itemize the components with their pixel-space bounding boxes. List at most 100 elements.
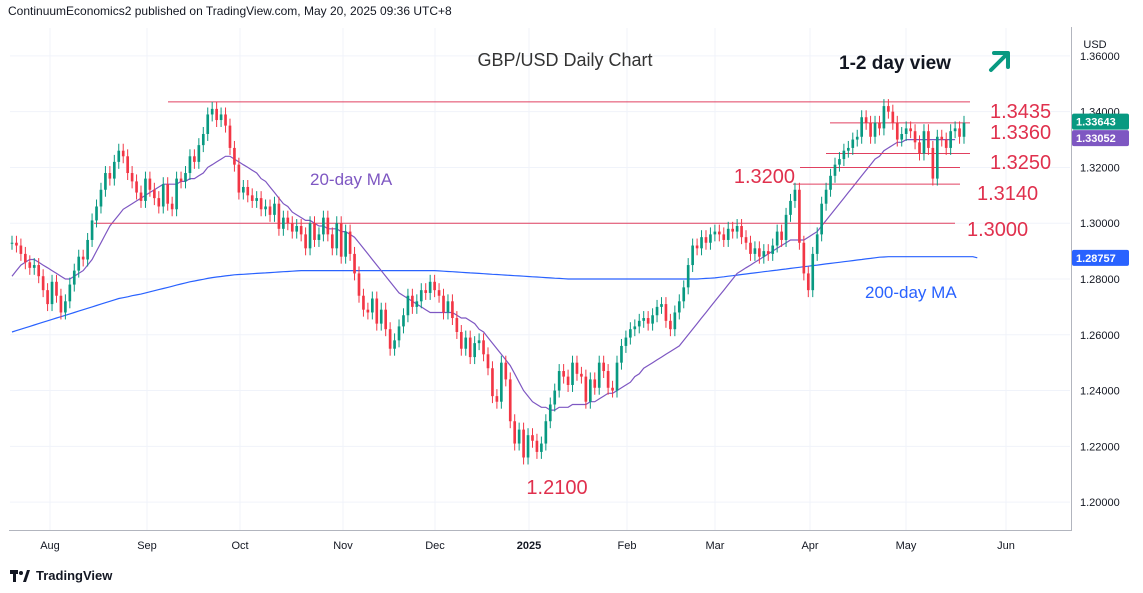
- candle-body: [437, 290, 441, 296]
- candle-body: [940, 136, 944, 140]
- y-tick-label: 1.20000: [1080, 497, 1120, 509]
- candle-body: [571, 362, 574, 385]
- candle-body: [606, 371, 610, 388]
- candle-body: [633, 326, 637, 330]
- candle-body: [219, 114, 223, 121]
- candle-body: [557, 371, 561, 391]
- candle-body: [255, 198, 259, 201]
- candle-body: [326, 217, 330, 235]
- price-badge: 1.33052: [1072, 130, 1129, 147]
- candle-body: [620, 345, 623, 363]
- candle-body: [451, 301, 454, 319]
- candle-body: [806, 273, 810, 291]
- price-badge: 1.33643: [1072, 113, 1129, 130]
- candle-body: [709, 234, 712, 243]
- candle-body: [789, 200, 792, 215]
- candle-body: [962, 122, 966, 137]
- candle-body: [161, 184, 165, 207]
- tradingview-brand[interactable]: TradingView: [36, 568, 113, 583]
- candle-body: [864, 117, 868, 123]
- currency-label: USD: [1083, 39, 1106, 51]
- candle-body: [206, 114, 210, 134]
- candle-body: [887, 106, 890, 112]
- candle-body: [677, 301, 681, 313]
- candle-body: [322, 217, 325, 235]
- candle-body: [580, 373, 583, 377]
- candle-body: [673, 312, 677, 330]
- candle-body: [64, 301, 67, 313]
- candle-body: [842, 150, 846, 160]
- level-label: 1.3360: [990, 122, 1051, 144]
- candle-body: [486, 354, 490, 369]
- candle-body: [68, 284, 72, 302]
- x-tick-label: 2025: [517, 540, 541, 552]
- candle-body: [184, 173, 187, 182]
- candle-body: [166, 184, 170, 204]
- candle-body: [228, 125, 232, 148]
- candle-body: [740, 226, 743, 238]
- candle-body: [851, 139, 855, 148]
- candle-body: [130, 173, 134, 182]
- candle-body: [379, 309, 383, 324]
- candle-body: [290, 223, 294, 232]
- candle-body: [344, 231, 347, 257]
- candle-body: [28, 262, 32, 268]
- ma20-label: 20-day MA: [310, 170, 393, 189]
- candle-body: [824, 189, 828, 204]
- candle-body: [847, 147, 850, 151]
- candle-body: [19, 245, 23, 254]
- candle-body: [575, 362, 579, 374]
- candle-body: [286, 217, 290, 224]
- candle-body: [41, 276, 45, 291]
- x-tick-label: Sep: [137, 540, 157, 552]
- candle-body: [624, 337, 628, 346]
- y-tick-label: 1.30000: [1080, 218, 1120, 230]
- up-right-arrow-icon: [989, 51, 1010, 72]
- candle-body: [250, 195, 254, 201]
- candle-body: [918, 142, 921, 154]
- candle-body: [259, 198, 263, 210]
- candle-body: [371, 298, 374, 313]
- candle-body: [32, 265, 36, 268]
- price-badge-label: 1.33052: [1076, 133, 1116, 145]
- candle-body: [210, 108, 214, 115]
- candle-body: [771, 245, 775, 254]
- candle-body: [540, 443, 543, 452]
- candle-body: [660, 304, 663, 307]
- candle-body: [802, 242, 806, 274]
- candle-body: [464, 337, 468, 349]
- candle-body: [611, 387, 614, 391]
- tradingview-logo-icon: [10, 569, 30, 582]
- candle-body: [99, 189, 103, 207]
- candle-body: [602, 362, 605, 372]
- candle-body: [482, 340, 485, 355]
- candle-body: [860, 117, 864, 137]
- price-badge-bg: [1072, 113, 1129, 130]
- candle-body: [366, 309, 370, 313]
- candle-body: [433, 281, 436, 291]
- price-badge-label: 1.33643: [1076, 117, 1116, 129]
- candle-body: [153, 189, 156, 199]
- x-tick-label: Nov: [333, 540, 353, 552]
- candle-body: [121, 150, 125, 157]
- candle-body: [526, 435, 530, 458]
- candle-body: [37, 265, 41, 277]
- candle-body: [695, 245, 699, 249]
- candle-body: [388, 329, 392, 349]
- ma200-line: [11, 256, 978, 333]
- candle-body: [597, 362, 601, 388]
- y-tick-label: 1.24000: [1080, 386, 1120, 398]
- candle-body: [81, 256, 85, 260]
- candle-body: [135, 181, 138, 193]
- candle-body: [299, 226, 303, 235]
- candle-body: [104, 173, 107, 190]
- candle-body: [944, 139, 948, 148]
- x-tick-label: Dec: [425, 540, 445, 552]
- candle-body: [508, 379, 512, 422]
- candle-body: [397, 326, 401, 341]
- candle-body: [459, 331, 463, 349]
- level-label: 1.2100: [526, 477, 587, 499]
- candle-body: [273, 203, 276, 215]
- candle-body: [268, 206, 272, 215]
